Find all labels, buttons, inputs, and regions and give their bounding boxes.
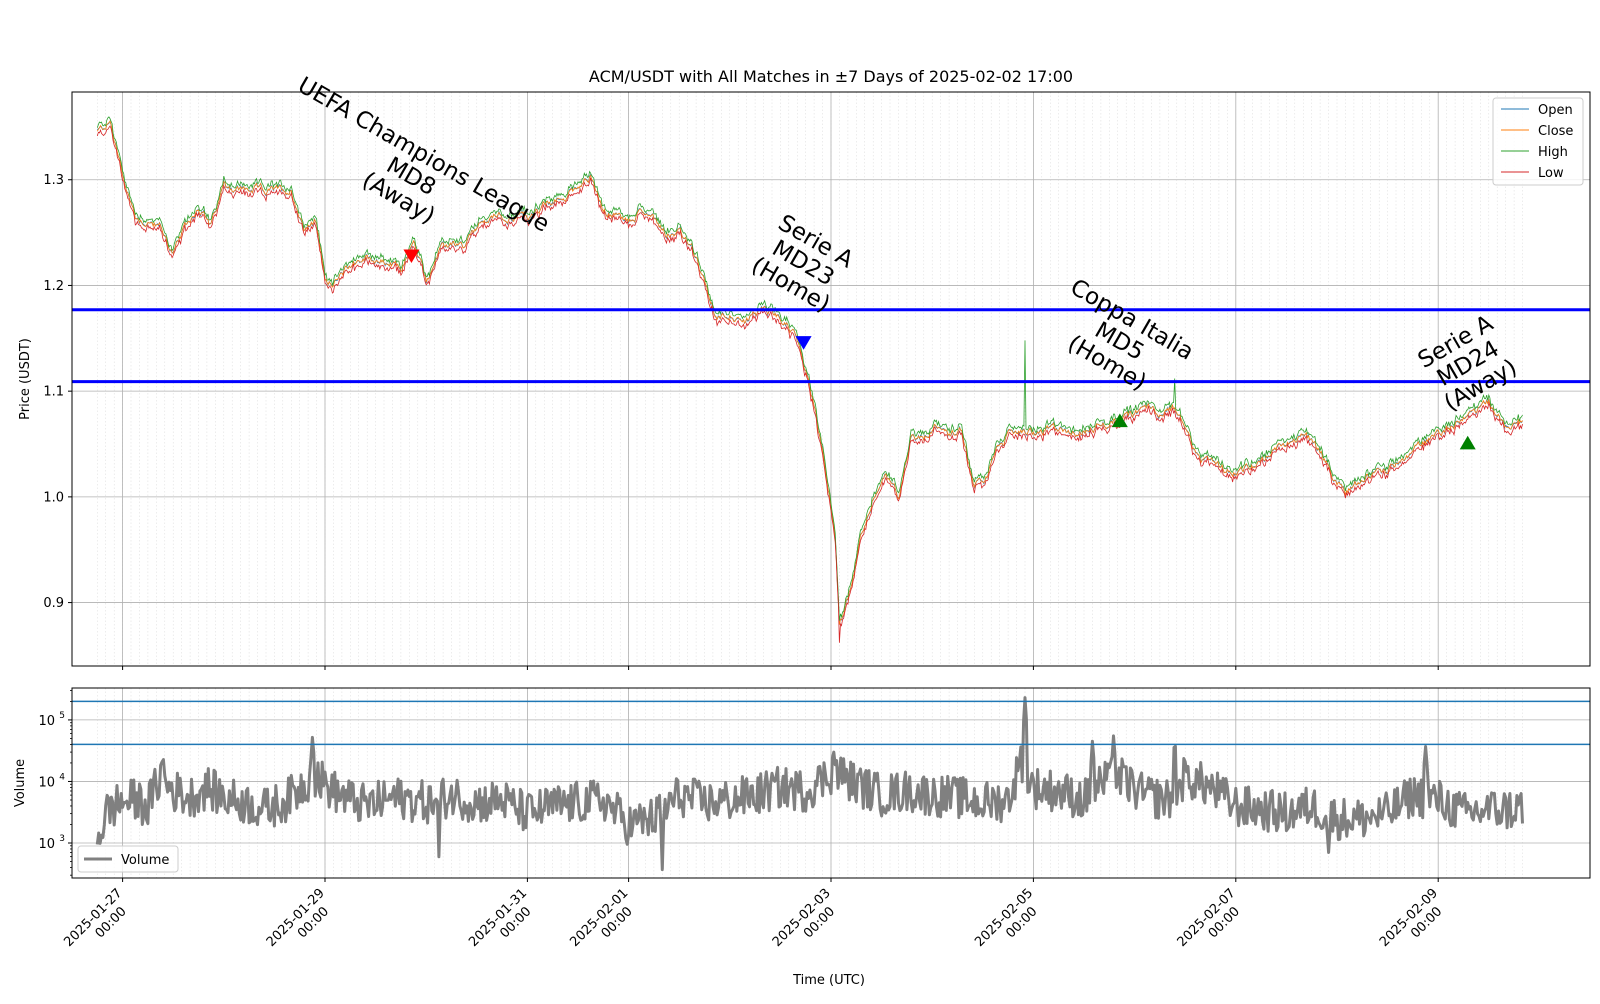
legend-entry-high: High [1501, 145, 1568, 160]
price-grid [72, 92, 1590, 666]
volume-y-tick-label: 10 [38, 714, 55, 729]
legend-entry-open: Open [1501, 103, 1573, 118]
price-legend: Open Close High Low [1492, 97, 1584, 186]
match-markers [403, 249, 1476, 450]
low-series-line [96, 125, 1523, 643]
legend-entry-close: Close [1501, 124, 1573, 139]
price-y-tick-label: 1.3 [43, 173, 64, 188]
volume-minor-grid [97, 688, 1523, 878]
volume-minor-gridlines [97, 688, 1523, 878]
price-series [96, 116, 1523, 643]
match-marker [403, 249, 420, 264]
volume-y-tick-base: 10 [38, 775, 55, 790]
price-y-tick-label: 1.1 [43, 385, 64, 400]
match-marker [1111, 413, 1128, 428]
volume-y-ticks: 10 3 10 4 10 5 [38, 690, 72, 876]
legend-label-close: Close [1538, 124, 1573, 139]
x-axis-label: Time (UTC) [792, 973, 865, 988]
legend-label-volume: Volume [121, 853, 169, 868]
volume-y-tick-label: 10 [38, 837, 55, 852]
legend-label-open: Open [1538, 103, 1573, 118]
volume-y-tick-base: 10 [38, 837, 55, 852]
volume-reference-lines [72, 700, 1590, 746]
volume-y-tick-label: 10 [38, 775, 55, 790]
high-series-line [96, 116, 1523, 621]
price-y-tick-label: 1.2 [43, 279, 64, 294]
volume-y-axis-label: Volume [13, 759, 28, 807]
volume-y-tick-base: 10 [38, 714, 55, 729]
volume-y-tick-exponent: 5 [59, 711, 65, 721]
chart-title: ACM/USDT with All Matches in ±7 Days of … [589, 67, 1073, 86]
match-marker [795, 336, 812, 350]
close-series-line [96, 120, 1523, 625]
price-reference-lines [72, 308, 1590, 384]
legend-label-high: High [1538, 145, 1568, 160]
volume-legend: Volume [77, 845, 179, 873]
volume-y-tick-exponent: 3 [59, 834, 65, 844]
price-y-tick-label: 1.0 [43, 490, 64, 505]
legend-entry-low: Low [1501, 166, 1564, 181]
price-y-tick-label: 0.9 [43, 596, 64, 611]
volume-series [95, 696, 1524, 872]
legend-label-low: Low [1538, 166, 1564, 181]
volume-y-tick-exponent: 4 [59, 772, 65, 782]
open-series-line [96, 120, 1523, 625]
price-minor-gridlines [97, 92, 1523, 666]
match-marker [1459, 435, 1476, 450]
volume-series-line [95, 696, 1524, 872]
price-y-ticks: 0.9 1.0 1.1 1.2 1.3 [43, 173, 72, 611]
price-y-axis-label: Price (USDT) [18, 338, 33, 420]
price-minor-grid [97, 92, 1523, 666]
